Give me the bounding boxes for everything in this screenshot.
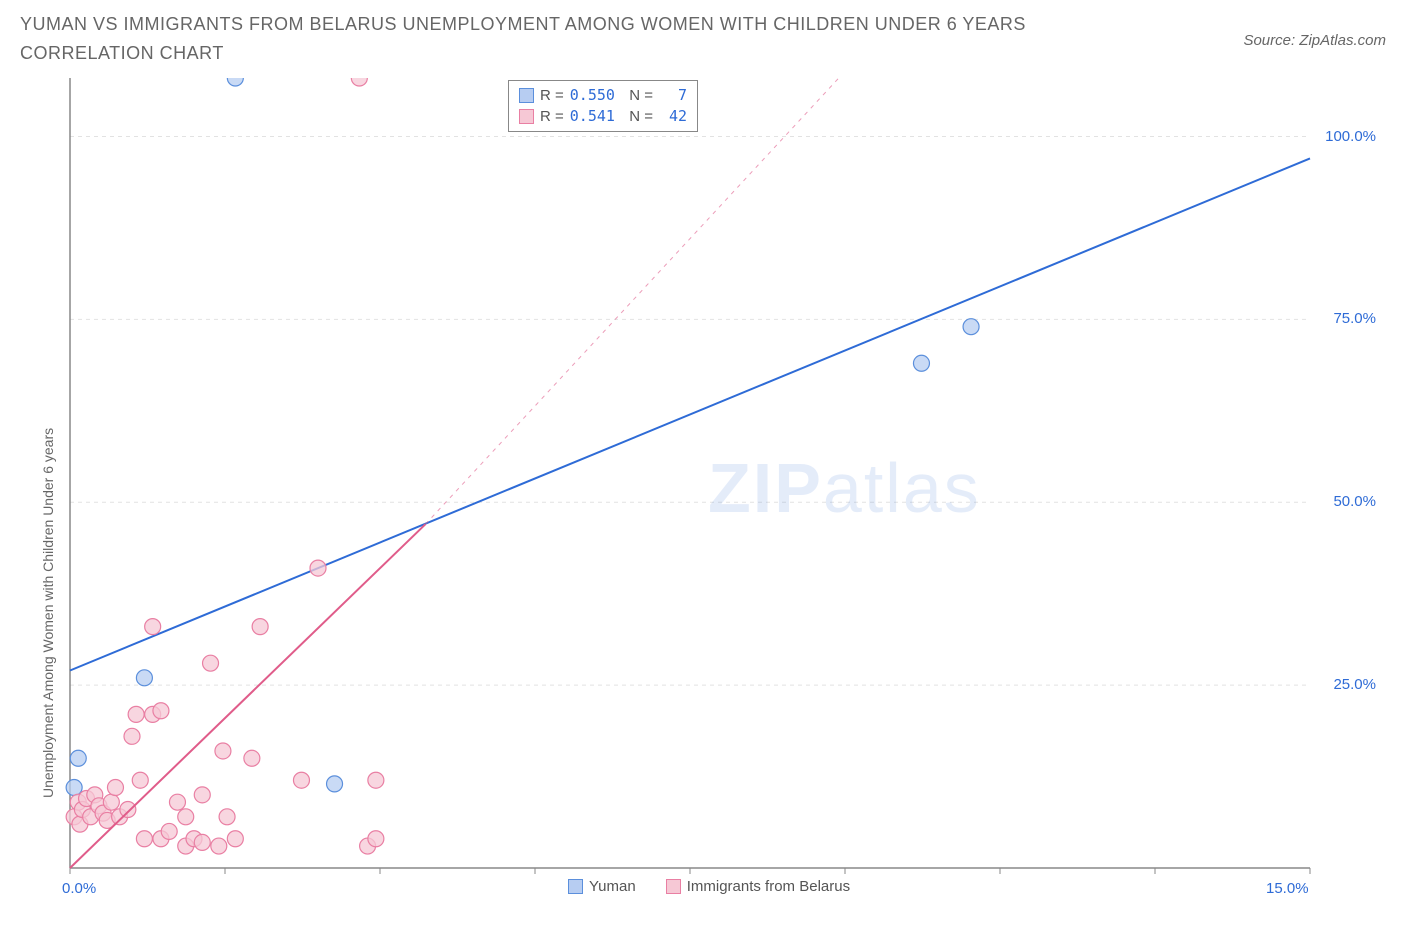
x-tick-label: 15.0% <box>1266 880 1309 897</box>
y-tick-label: 25.0% <box>1316 676 1376 693</box>
series-legend-item: Yuman <box>568 878 636 895</box>
legend-n-value: 42 <box>659 106 687 127</box>
source-text: Source: ZipAtlas.com <box>1243 10 1386 49</box>
series-name: Immigrants from Belarus <box>687 878 850 895</box>
legend-row: R = 0.541 N = 42 <box>519 106 687 127</box>
chart-title: YUMAN VS IMMIGRANTS FROM BELARUS UNEMPLO… <box>20 10 1120 68</box>
series-legend: Yuman Immigrants from Belarus <box>568 878 850 895</box>
y-tick-label: 50.0% <box>1316 493 1376 510</box>
x-tick-label: 0.0% <box>62 880 96 897</box>
legend-swatch <box>666 879 681 894</box>
series-name: Yuman <box>589 878 636 895</box>
y-tick-label: 75.0% <box>1316 310 1376 327</box>
legend-r-value: 0.550 <box>570 85 615 106</box>
correlation-legend: R = 0.550 N = 7 R = 0.541 N = 42 <box>508 80 698 132</box>
legend-r-value: 0.541 <box>570 106 615 127</box>
series-legend-item: Immigrants from Belarus <box>666 878 850 895</box>
watermark-light: atlas <box>823 449 981 527</box>
legend-n-label: N = <box>621 106 653 127</box>
legend-swatch <box>519 109 534 124</box>
plot-area: Unemployment Among Women with Children U… <box>58 78 1388 878</box>
legend-r-label: R = <box>540 85 564 106</box>
legend-swatch <box>568 879 583 894</box>
legend-n-value: 7 <box>659 85 687 106</box>
watermark-bold: ZIP <box>708 449 823 527</box>
y-axis-label: Unemployment Among Women with Children U… <box>40 428 56 798</box>
legend-r-label: R = <box>540 106 564 127</box>
legend-n-label: N = <box>621 85 653 106</box>
legend-swatch <box>519 88 534 103</box>
watermark: ZIPatlas <box>708 448 981 528</box>
y-tick-label: 100.0% <box>1316 128 1376 145</box>
legend-row: R = 0.550 N = 7 <box>519 85 687 106</box>
